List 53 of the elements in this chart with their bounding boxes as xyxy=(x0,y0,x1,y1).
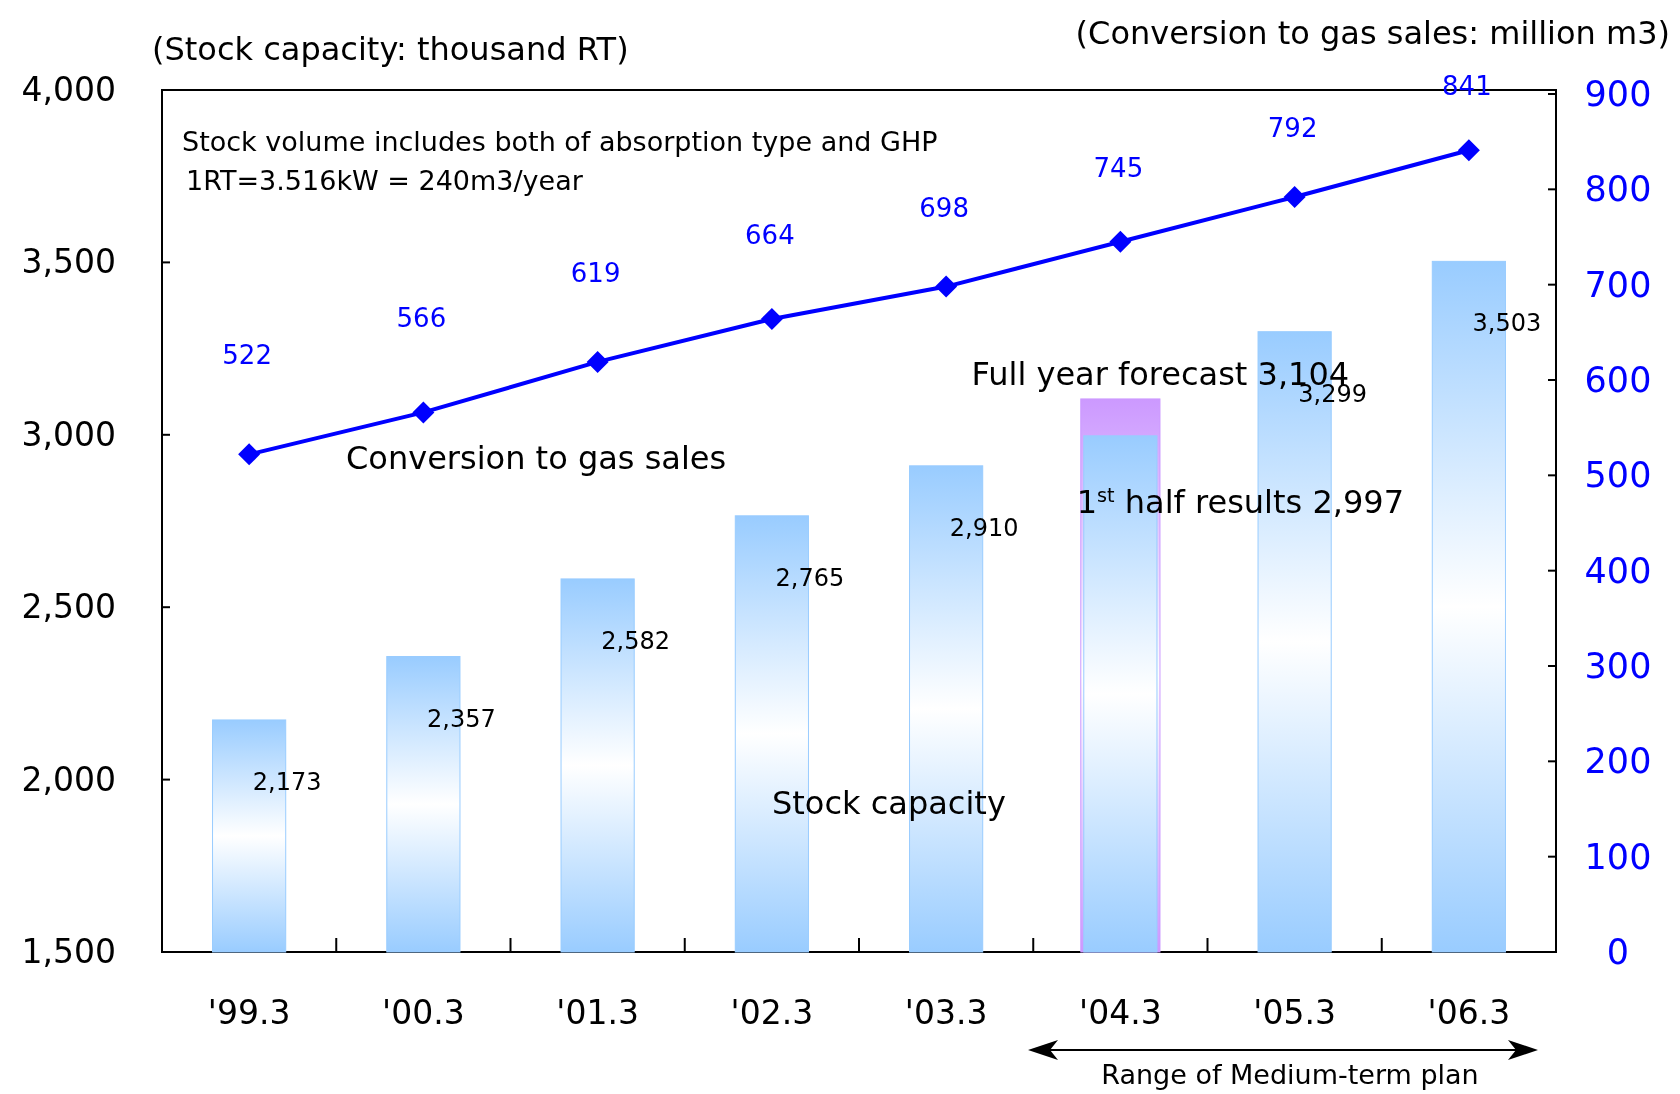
y2-tick-label: 900 xyxy=(1584,74,1652,114)
y2-tick-label: 800 xyxy=(1584,169,1652,210)
x-tick-label: '00.3 xyxy=(382,993,465,1032)
y2-tick-label: 600 xyxy=(1584,360,1652,400)
x-tick-label: '04.3 xyxy=(1079,993,1162,1032)
y2-tick-label: 200 xyxy=(1584,741,1652,782)
text: Range of Medium-term plan xyxy=(1101,1059,1479,1090)
data-label: 792 xyxy=(1267,112,1318,143)
y-tick-label: 1,500 xyxy=(21,932,116,971)
y-tick-label: 4,000 xyxy=(21,70,116,109)
y-tick-label: 3,500 xyxy=(21,242,116,282)
data-label: 2,765 xyxy=(775,563,845,592)
data-label: 619 xyxy=(570,257,621,288)
data-label: 745 xyxy=(1093,152,1144,183)
x-tick-label: '06.3 xyxy=(1427,993,1511,1032)
point xyxy=(935,275,958,298)
y2-tick-label: 700 xyxy=(1584,264,1652,305)
annotation: 1RT=3.516kW = 240m3/year xyxy=(186,165,584,196)
point xyxy=(1283,185,1306,208)
annotation: Conversion to gas sales xyxy=(346,439,727,477)
y-tick-label: 2,500 xyxy=(21,587,116,627)
x-tick-label: '02.3 xyxy=(730,993,814,1032)
point xyxy=(1109,230,1132,253)
data-label: 698 xyxy=(919,192,969,223)
point xyxy=(760,307,783,330)
y2-axis-title: (Conversion to gas sales: million m3) xyxy=(1075,14,1670,52)
point xyxy=(412,401,435,424)
y2-tick-label: 0 xyxy=(1606,932,1630,972)
data-label: 2,173 xyxy=(252,767,322,796)
y2-tick-label: 300 xyxy=(1584,646,1652,686)
x-tick-label: '99.3 xyxy=(207,993,291,1032)
y2-tick-label: 100 xyxy=(1584,836,1652,877)
data-label: 566 xyxy=(396,303,447,334)
annotation: Stock volume includes both of absorption type and GHP xyxy=(182,126,938,157)
data-label: 522 xyxy=(222,340,272,371)
data-label: 2,582 xyxy=(601,626,670,655)
point xyxy=(586,350,609,373)
data-label: 2,357 xyxy=(427,704,496,733)
y2-tick-label: 500 xyxy=(1584,455,1652,496)
data-label: 2,910 xyxy=(949,513,1019,542)
data-label: 3,503 xyxy=(1472,309,1542,338)
y-tick-label: 2,000 xyxy=(21,759,116,799)
x-tick-label: '05.3 xyxy=(1253,993,1336,1032)
y2-tick-label: 400 xyxy=(1584,550,1652,591)
x-tick-label: '01.3 xyxy=(556,993,639,1032)
x-tick-label: '03.3 xyxy=(904,993,988,1032)
y-axis-title: (Stock capacity: thousand RT) xyxy=(152,30,629,68)
point xyxy=(238,443,261,466)
y-tick-label: 3,000 xyxy=(21,414,116,454)
annotation: Stock capacity xyxy=(772,784,1006,822)
point xyxy=(1457,139,1480,162)
annotation: 1$^{st}$ half results 2,997 xyxy=(1076,482,1405,521)
data-label: 664 xyxy=(745,219,795,250)
